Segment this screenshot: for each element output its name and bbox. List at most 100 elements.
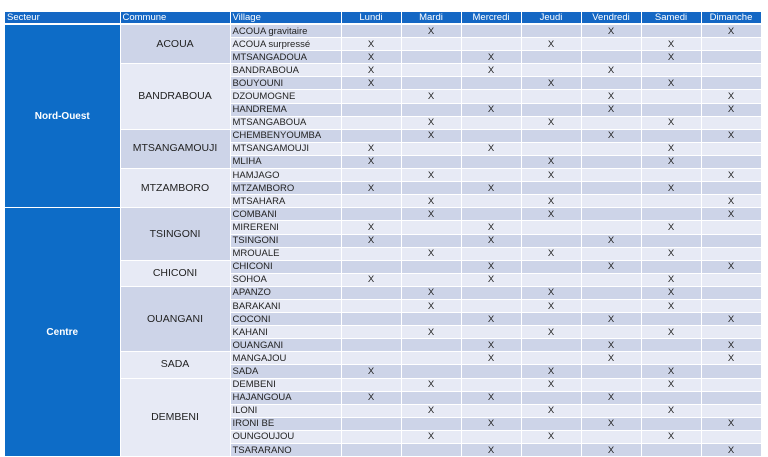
day-cell <box>341 443 402 457</box>
day-mark: X <box>461 391 522 405</box>
day-mark: X <box>521 168 582 183</box>
table-row: DZOUMOGNE X X X <box>5 89 762 104</box>
village-cell: HANDREMA <box>230 103 342 117</box>
commune-cell: CHICONI <box>120 260 231 287</box>
day-mark: X <box>521 325 582 340</box>
day-cell <box>401 50 462 65</box>
day-mark: X <box>341 234 402 248</box>
day-cell <box>581 168 642 183</box>
day-cell <box>521 89 582 104</box>
day-cell <box>341 260 402 274</box>
village-cell: IRONI BE <box>230 417 342 431</box>
day-cell <box>701 37 762 52</box>
day-cell <box>581 181 642 196</box>
commune-cell: SADA <box>120 351 231 379</box>
day-cell <box>461 194 522 209</box>
table-row: MROUALE X X X <box>5 247 762 261</box>
day-cell <box>461 24 522 39</box>
table-row: BANDRABOUA BANDRABOUA X X X <box>5 63 762 130</box>
day-mark: X <box>461 273 522 287</box>
day-cell <box>341 103 402 117</box>
table-row: CHICONI CHICONI X X X <box>5 260 762 287</box>
table-row: MTZAMBORO X X X <box>5 181 762 196</box>
day-cell <box>701 391 762 405</box>
day-cell <box>401 103 462 117</box>
schedule-table: Secteur Commune Village Lundi Mardi Merc… <box>5 12 762 457</box>
day-mark: X <box>461 260 522 274</box>
day-cell <box>461 378 522 392</box>
day-cell <box>461 430 522 445</box>
day-cell <box>341 24 402 39</box>
header-jeudi: Jeudi <box>521 12 582 25</box>
day-mark: X <box>461 443 522 457</box>
day-cell <box>581 142 642 156</box>
commune-cell: ACOUA <box>120 24 231 65</box>
village-cell: KAHANI <box>230 325 342 340</box>
day-mark: X <box>401 430 462 445</box>
day-mark: X <box>461 220 522 235</box>
day-cell <box>341 378 402 392</box>
day-mark: X <box>461 338 522 353</box>
day-mark: X <box>701 24 762 39</box>
day-cell <box>641 24 702 39</box>
day-cell <box>341 207 402 222</box>
day-cell <box>701 378 762 392</box>
day-mark: X <box>401 404 462 418</box>
day-cell <box>581 155 642 170</box>
day-mark: X <box>341 37 402 52</box>
day-cell <box>461 325 522 340</box>
day-cell <box>461 155 522 170</box>
village-cell: DEMBENI <box>230 378 342 392</box>
table-row: MTSANGADOUA X X X <box>5 50 762 65</box>
day-mark: X <box>641 155 702 170</box>
day-mark: X <box>401 207 462 222</box>
day-cell <box>641 312 702 327</box>
day-cell <box>401 142 462 156</box>
day-cell <box>401 181 462 196</box>
sector-cell: Nord-Ouest <box>5 24 121 209</box>
day-mark: X <box>401 168 462 183</box>
day-mark: X <box>701 338 762 353</box>
day-mark: X <box>521 116 582 130</box>
commune-cell: DEMBENI <box>120 378 231 457</box>
day-mark: X <box>401 129 462 143</box>
day-mark: X <box>401 194 462 209</box>
day-cell <box>461 364 522 379</box>
day-cell <box>341 89 402 104</box>
day-mark: X <box>401 325 462 340</box>
table-row: MTSANGAMOUJI CHEMBENYOUMBA X X X <box>5 129 762 170</box>
day-mark: X <box>701 351 762 366</box>
day-cell <box>701 364 762 379</box>
day-mark: X <box>461 50 522 65</box>
day-cell <box>401 273 462 287</box>
day-mark: X <box>701 417 762 431</box>
day-mark: X <box>401 378 462 392</box>
day-cell <box>341 404 402 418</box>
day-mark: X <box>581 89 642 104</box>
day-cell <box>641 63 702 78</box>
commune-cell: OUANGANI <box>120 286 231 353</box>
day-cell <box>581 76 642 91</box>
header-mardi: Mardi <box>401 12 462 25</box>
day-mark: X <box>641 37 702 52</box>
day-cell <box>401 364 462 379</box>
day-mark: X <box>341 142 402 156</box>
day-mark: X <box>581 234 642 248</box>
day-mark: X <box>641 50 702 65</box>
day-mark: X <box>641 142 702 156</box>
day-cell <box>461 89 522 104</box>
day-cell <box>341 194 402 209</box>
village-cell: DZOUMOGNE <box>230 89 342 104</box>
day-cell <box>401 76 462 91</box>
day-cell <box>701 234 762 248</box>
day-cell <box>341 168 402 183</box>
day-cell <box>581 220 642 235</box>
village-cell: COMBANI <box>230 207 342 222</box>
day-cell <box>641 443 702 457</box>
day-cell <box>701 63 762 78</box>
day-cell <box>341 430 402 445</box>
day-cell <box>461 286 522 300</box>
day-cell <box>641 194 702 209</box>
day-mark: X <box>521 404 582 418</box>
day-mark: X <box>581 391 642 405</box>
